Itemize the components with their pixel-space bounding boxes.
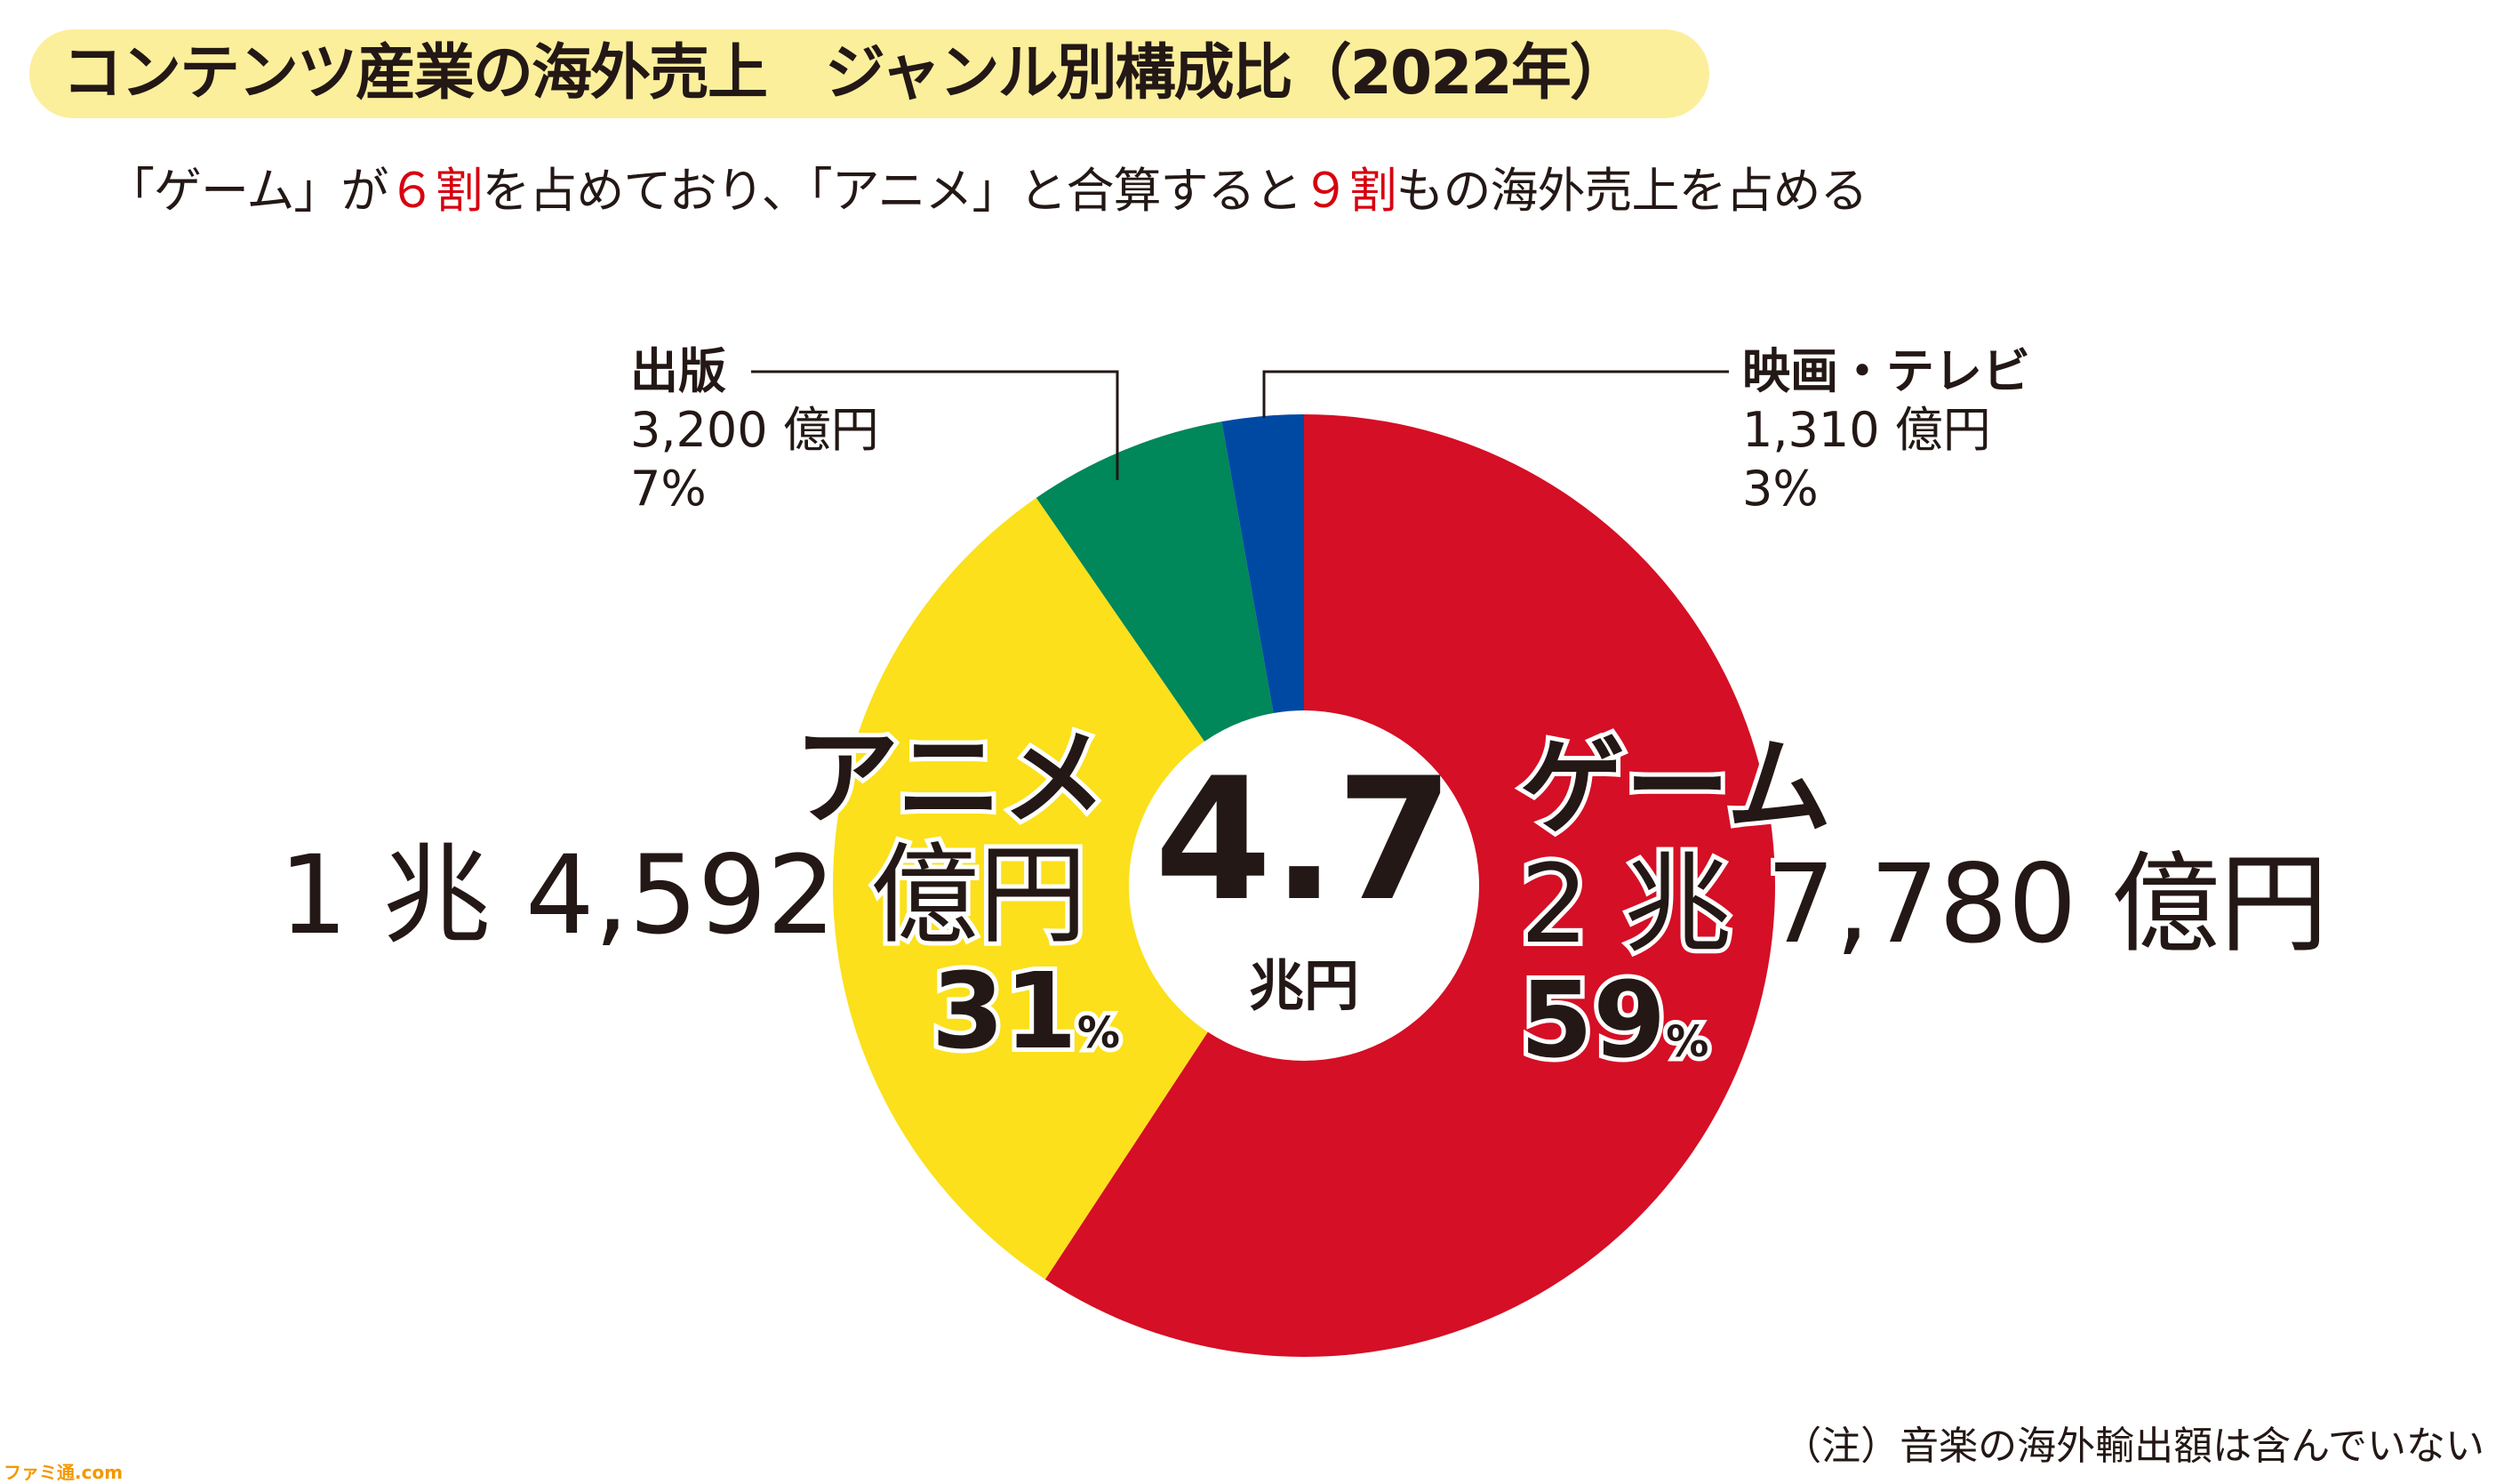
center-total: 4.7 xyxy=(1154,742,1454,938)
percent-value: 59 xyxy=(1516,959,1670,1081)
label-film-tv: 映画・テレビ 1,310 億円 3% xyxy=(1742,342,2030,518)
slice-name: 出版 xyxy=(630,343,726,399)
game-percent: 59% xyxy=(1516,960,1713,1098)
watermark-logo: ファミ通.com xyxy=(4,1462,124,1483)
anime-name: アニメ xyxy=(789,716,1111,840)
anime-amount: 1 兆 4,592 億円 xyxy=(275,831,1092,960)
slice-name: 映画・テレビ xyxy=(1742,343,2030,399)
footnote: （注）音楽の海外輸出額は含んでいない xyxy=(1782,1424,2484,1469)
center-unit: 兆円 xyxy=(1248,953,1359,1018)
chart-subtitle: 「ゲーム」が６割を占めており、「アニメ」と合算すると９割もの海外売上を占める xyxy=(107,160,1868,222)
slice-0 xyxy=(1044,414,1775,1357)
subtitle-highlight: ６割 xyxy=(388,163,483,219)
percent-sign: % xyxy=(1661,1013,1713,1071)
subtitle-text: 「ゲーム」が xyxy=(107,163,388,219)
subtitle-text: を占めており、「アニメ」と合算すると xyxy=(482,163,1302,219)
anime-percent: 31% xyxy=(927,951,1124,1089)
title-background xyxy=(29,29,1709,118)
label-publishing: 出版 3,200 億円 7% xyxy=(630,342,879,518)
leader-line xyxy=(751,370,1119,480)
slice-1 xyxy=(832,497,1208,1279)
percent-value: 31 xyxy=(927,950,1082,1072)
game-name: ゲーム xyxy=(1516,725,1836,849)
slice-amount: 1,310 億円 xyxy=(1742,402,1991,458)
slice-2 xyxy=(1036,421,1274,742)
leader-line xyxy=(1262,370,1729,418)
slice-percent: 3% xyxy=(1742,461,1819,517)
chart-title: コンテンツ産業の海外売上 ジャンル別構成比（2022年） xyxy=(62,38,1630,108)
game-amount: 2 兆 7,780 億円 xyxy=(1516,840,2332,969)
slice-percent: 7% xyxy=(630,461,707,517)
subtitle-highlight: ９割 xyxy=(1301,163,1397,219)
subtitle-text: もの海外売上を占める xyxy=(1396,163,1868,219)
percent-sign: % xyxy=(1073,1004,1124,1063)
slice-3 xyxy=(1221,414,1304,714)
slice-amount: 3,200 億円 xyxy=(630,402,879,458)
